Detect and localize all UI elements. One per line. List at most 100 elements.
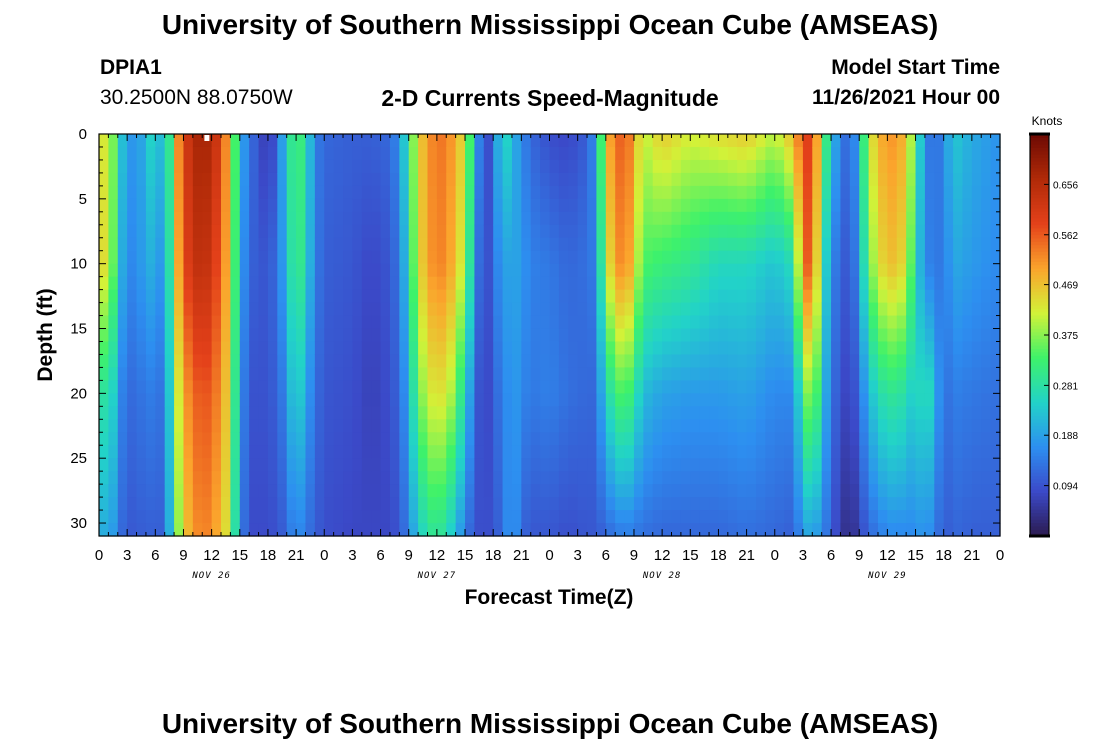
heatmap-cell xyxy=(784,367,795,381)
heatmap-cell xyxy=(455,250,466,265)
heatmap-cell xyxy=(324,224,335,239)
heatmap-cell xyxy=(540,263,551,278)
heatmap-cell xyxy=(324,146,335,161)
heatmap-cell xyxy=(765,380,776,394)
colorbar-segment xyxy=(1030,398,1049,403)
heatmap-cell xyxy=(953,510,964,524)
heatmap-cell xyxy=(446,328,457,343)
heatmap-cell xyxy=(877,159,888,174)
heatmap-cell xyxy=(943,224,954,239)
heatmap-cell xyxy=(343,445,354,459)
heatmap-cell xyxy=(943,237,954,252)
heatmap-cell xyxy=(605,406,616,420)
heatmap-cell xyxy=(371,367,382,381)
heatmap-cell xyxy=(953,250,964,265)
heatmap-cell xyxy=(540,354,551,369)
heatmap-cell xyxy=(446,341,457,356)
heatmap-cell xyxy=(549,471,560,485)
heatmap-cell xyxy=(962,367,973,381)
heatmap-cell xyxy=(849,224,860,239)
heatmap-cell xyxy=(605,393,616,407)
heatmap-cell xyxy=(793,224,804,239)
heatmap-cell xyxy=(427,224,438,239)
heatmap-cell xyxy=(389,276,400,291)
heatmap-cell xyxy=(690,302,701,317)
heatmap-cell xyxy=(953,432,964,446)
heatmap-cell xyxy=(868,315,879,330)
heatmap-cell xyxy=(774,289,785,304)
heatmap-cell xyxy=(812,471,823,485)
heatmap-cell xyxy=(493,315,504,330)
heatmap-cell xyxy=(455,289,466,304)
heatmap-cell xyxy=(286,198,297,213)
heatmap-cell xyxy=(906,172,917,187)
heatmap-cell xyxy=(765,315,776,330)
heatmap-cell xyxy=(408,146,419,161)
heatmap-cell xyxy=(568,250,579,265)
heatmap-cell xyxy=(108,315,119,330)
heatmap-cell xyxy=(680,172,691,187)
heatmap-cell xyxy=(971,146,982,161)
heatmap-cell xyxy=(633,367,644,381)
heatmap-cell xyxy=(615,250,626,265)
heatmap-cell xyxy=(699,134,710,148)
heatmap-cell xyxy=(314,367,325,381)
heatmap-cell xyxy=(521,497,532,511)
heatmap-cell xyxy=(877,146,888,161)
heatmap-cell xyxy=(605,250,616,265)
heatmap-cell xyxy=(145,419,156,433)
heatmap-cell xyxy=(652,263,663,278)
heatmap-cell xyxy=(99,393,109,407)
heatmap-cell xyxy=(615,393,626,407)
heatmap-cell xyxy=(249,237,260,252)
heatmap-cell xyxy=(389,146,400,161)
heatmap-cell xyxy=(164,367,175,381)
heatmap-cell xyxy=(483,458,494,472)
colorbar-segment xyxy=(1030,438,1049,443)
heatmap-cell xyxy=(906,302,917,317)
heatmap-cell xyxy=(615,198,626,213)
heatmap-cell xyxy=(849,198,860,213)
colorbar-segment xyxy=(1030,432,1049,437)
heatmap-cell xyxy=(389,250,400,265)
heatmap-cell xyxy=(117,380,128,394)
heatmap-cell xyxy=(427,315,438,330)
heatmap-cell xyxy=(549,328,560,343)
heatmap-cell xyxy=(934,263,945,278)
x-tick-label: 15 xyxy=(682,547,699,564)
heatmap-cell xyxy=(99,406,109,420)
heatmap-cell xyxy=(577,523,588,537)
heatmap-cell xyxy=(371,484,382,498)
heatmap-cell xyxy=(765,458,776,472)
heatmap-cell xyxy=(164,198,175,213)
heatmap-cell xyxy=(483,146,494,161)
heatmap-cell xyxy=(924,211,935,226)
heatmap-cell xyxy=(277,237,288,252)
heatmap-cell xyxy=(690,237,701,252)
heatmap-cell xyxy=(934,341,945,356)
heatmap-cell xyxy=(145,302,156,317)
heatmap-cell xyxy=(633,406,644,420)
heatmap-cell xyxy=(596,354,607,369)
heatmap-cell xyxy=(746,172,757,187)
heatmap-cell xyxy=(577,484,588,498)
heatmap-cell xyxy=(605,432,616,446)
heatmap-cell xyxy=(558,458,569,472)
heatmap-cell xyxy=(755,471,766,485)
heatmap-cell xyxy=(868,445,879,459)
heatmap-cell xyxy=(99,419,109,433)
heatmap-cell xyxy=(662,146,673,161)
heatmap-cell xyxy=(859,380,870,394)
heatmap-cell xyxy=(521,263,532,278)
heatmap-cell xyxy=(671,445,682,459)
heatmap-cell xyxy=(465,315,476,330)
model-start-label: Model Start Time xyxy=(831,56,1000,79)
heatmap-cell xyxy=(343,198,354,213)
heatmap-cell xyxy=(709,250,720,265)
heatmap-cell xyxy=(455,406,466,420)
heatmap-cell xyxy=(727,484,738,498)
heatmap-cell xyxy=(802,445,813,459)
heatmap-cell xyxy=(624,159,635,174)
heatmap-cell xyxy=(258,328,269,343)
heatmap-cell xyxy=(849,328,860,343)
